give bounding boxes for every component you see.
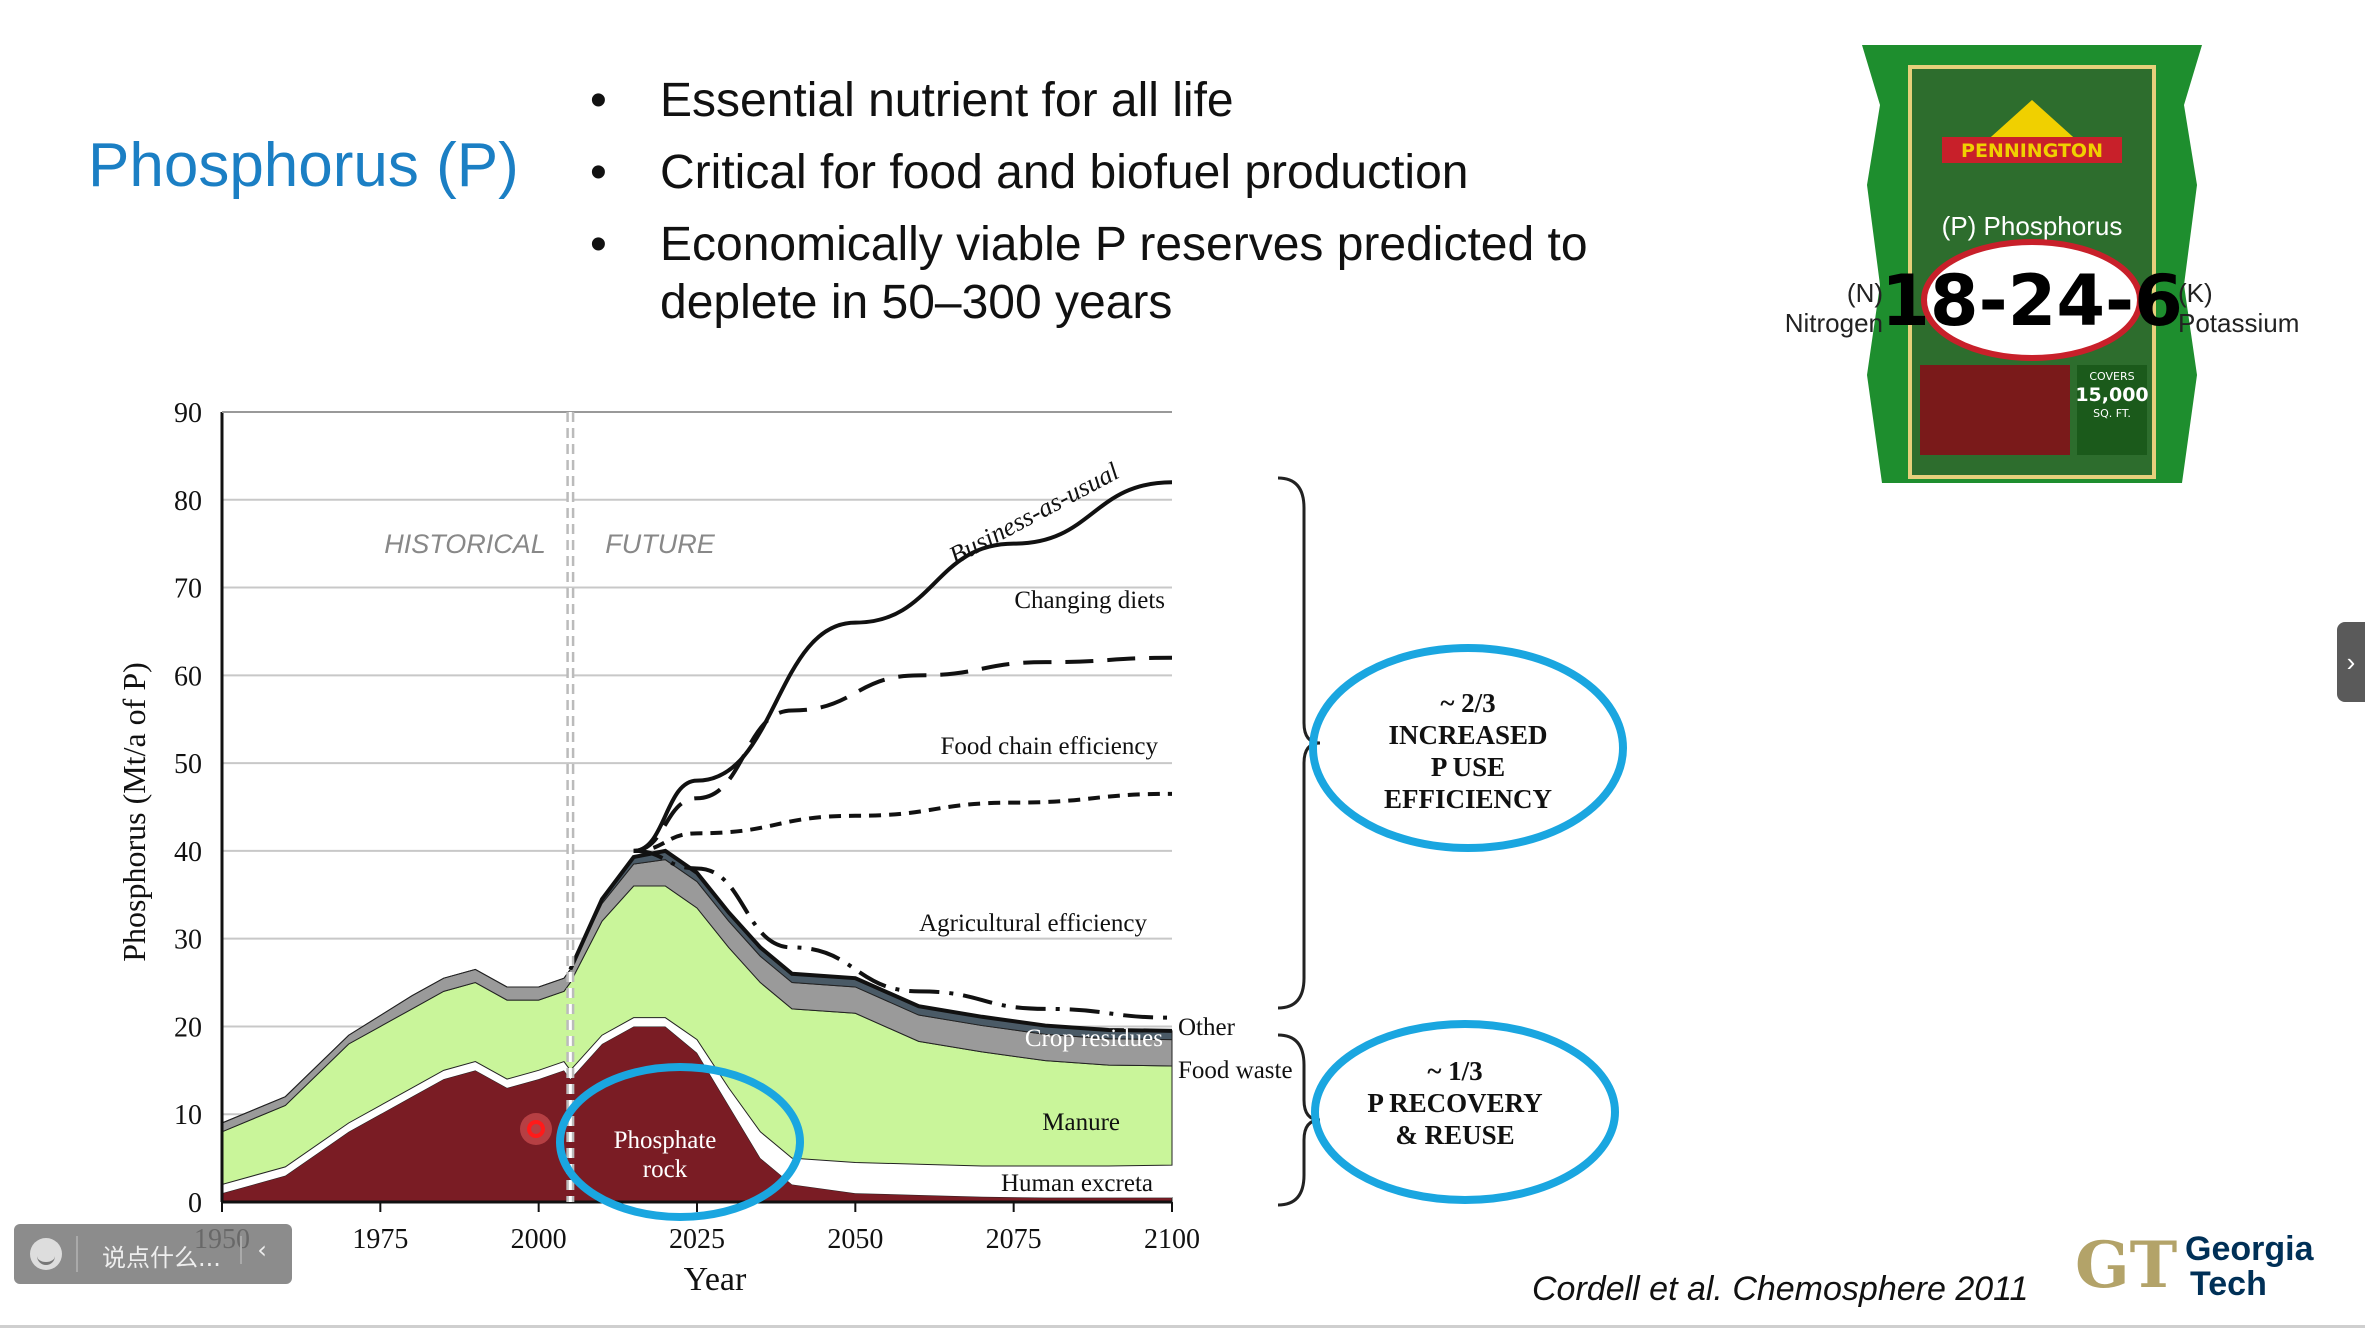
citation: Cordell et al. Chemosphere 2011 bbox=[1532, 1270, 2029, 1308]
cursor-halo bbox=[520, 1113, 552, 1145]
y-axis-title: Phosphorus (Mt/a of P) bbox=[116, 662, 152, 962]
georgia-tech-logo: GT Georgia Tech bbox=[2075, 1228, 2315, 1303]
comment-input[interactable]: 说点什么... bbox=[102, 1244, 221, 1272]
y-tick-label: 90 bbox=[174, 398, 202, 429]
gt-mark: GT bbox=[2075, 1228, 2177, 1303]
cursor-dot bbox=[527, 1120, 545, 1138]
divider bbox=[76, 1236, 78, 1272]
nitrogen-label: (N) Nitrogen bbox=[1784, 278, 1883, 338]
x-tick-label: 2025 bbox=[669, 1224, 725, 1255]
bullet-item: Critical for food and biofuel production bbox=[590, 144, 1710, 202]
scenario-line-food-chain-efficiency bbox=[633, 791, 1173, 853]
bullet-list: Essential nutrient for all life Critical… bbox=[590, 72, 1710, 346]
callout-ellipse-efficiency bbox=[1309, 644, 1627, 852]
label-changing-diets: Changing diets bbox=[1014, 587, 1165, 614]
label-human-excreta: Human excreta bbox=[1001, 1170, 1153, 1197]
label-food-waste: Food waste bbox=[1178, 1057, 1293, 1084]
y-tick-label: 0 bbox=[188, 1188, 202, 1219]
scenario-line-agricultural-efficiency bbox=[633, 848, 1173, 1020]
y-tick-label: 30 bbox=[174, 925, 202, 956]
label-other: Other bbox=[1178, 1014, 1236, 1041]
label-business-as-usual: Business-as-usual bbox=[944, 457, 1123, 571]
slide-title: Phosphorus (P) bbox=[88, 131, 519, 200]
gt-line1: Georgia bbox=[2185, 1230, 2315, 1268]
x-tick-label: 2050 bbox=[827, 1224, 883, 1255]
gt-line2: Tech bbox=[2190, 1265, 2267, 1303]
callout-efficiency-line: INCREASED bbox=[1388, 720, 1547, 750]
brace-recovery bbox=[1277, 1033, 1321, 1207]
brace-efficiency bbox=[1277, 476, 1321, 1010]
area-food-waste bbox=[221, 850, 1173, 1124]
bag-coverage-label: COVERS bbox=[2089, 370, 2134, 383]
future-label: FUTURE bbox=[605, 529, 715, 559]
label-agricultural-efficiency: Agricultural efficiency bbox=[919, 910, 1147, 937]
y-tick-label: 20 bbox=[174, 1012, 202, 1043]
chevron-right-icon: › bbox=[2346, 647, 2356, 677]
callout-recovery-line: P RECOVERY bbox=[1367, 1088, 1542, 1118]
y-tick-label: 70 bbox=[174, 574, 202, 605]
label-phosphate-rock: Phosphate bbox=[614, 1127, 717, 1154]
bag-coverage-value: 15,000 bbox=[2075, 384, 2148, 406]
bullet-item: Economically viable P reserves predicted… bbox=[590, 216, 1710, 332]
y-tick-label: 50 bbox=[174, 749, 202, 780]
bottom-divider bbox=[0, 1325, 2365, 1328]
callout-ellipse-recovery bbox=[1311, 1020, 1619, 1204]
label-manure: Manure bbox=[1042, 1109, 1120, 1136]
highlight-ellipse-phosphate bbox=[556, 1063, 804, 1221]
label-food-chain-efficiency: Food chain efficiency bbox=[940, 733, 1158, 760]
bag-coverage-unit: SQ. FT. bbox=[2093, 407, 2131, 420]
bag-phosphorus-label: (P) Phosphorus bbox=[1942, 211, 2123, 241]
x-tick-label: 2100 bbox=[1144, 1224, 1200, 1255]
callout-efficiency-line: P USE bbox=[1431, 752, 1505, 782]
y-tick-label: 40 bbox=[174, 837, 202, 868]
x-tick-label: 1975 bbox=[352, 1224, 408, 1255]
x-tick-label: 2075 bbox=[986, 1224, 1042, 1255]
bag-brand: PENNINGTON bbox=[1961, 140, 2103, 162]
scenario-line-business-as-usual bbox=[633, 480, 1173, 853]
collapse-chevron-icon[interactable]: ‹ bbox=[240, 1236, 282, 1264]
potassium-label: (K) Potassium bbox=[2178, 278, 2300, 338]
label-phosphate-rock-2: rock bbox=[643, 1156, 688, 1183]
emoji-icon[interactable] bbox=[30, 1238, 62, 1270]
fertilizer-bag-image: PENNINGTON (P) Phosphorus 18-24-6 COVERS… bbox=[1862, 45, 2202, 483]
bag-npk-number: 18-24-6 bbox=[1881, 260, 2183, 342]
x-tick-label: 2000 bbox=[511, 1224, 567, 1255]
x-axis-title: Year bbox=[684, 1261, 747, 1298]
label-crop-residues: Crop residues bbox=[1025, 1025, 1163, 1052]
y-tick-label: 10 bbox=[174, 1100, 202, 1131]
area-human-excreta bbox=[222, 1017, 1172, 1198]
scenario-line-changing-diets bbox=[633, 655, 1173, 853]
next-slide-tab[interactable]: › bbox=[2337, 622, 2365, 702]
callout-recovery-line: & REUSE bbox=[1395, 1120, 1514, 1150]
callout-recovery-line: ~ 1/3 bbox=[1427, 1056, 1482, 1086]
y-tick-label: 80 bbox=[174, 486, 202, 517]
callout-efficiency-line: EFFICIENCY bbox=[1384, 784, 1552, 814]
bullet-item: Essential nutrient for all life bbox=[590, 72, 1710, 130]
total-demand-line bbox=[568, 848, 1173, 1033]
historical-label: HISTORICAL bbox=[384, 529, 546, 559]
comment-bar[interactable]: 说点什么... ‹ bbox=[14, 1224, 292, 1284]
y-tick-label: 60 bbox=[174, 661, 202, 692]
callout-efficiency-line: ~ 2/3 bbox=[1440, 688, 1495, 718]
